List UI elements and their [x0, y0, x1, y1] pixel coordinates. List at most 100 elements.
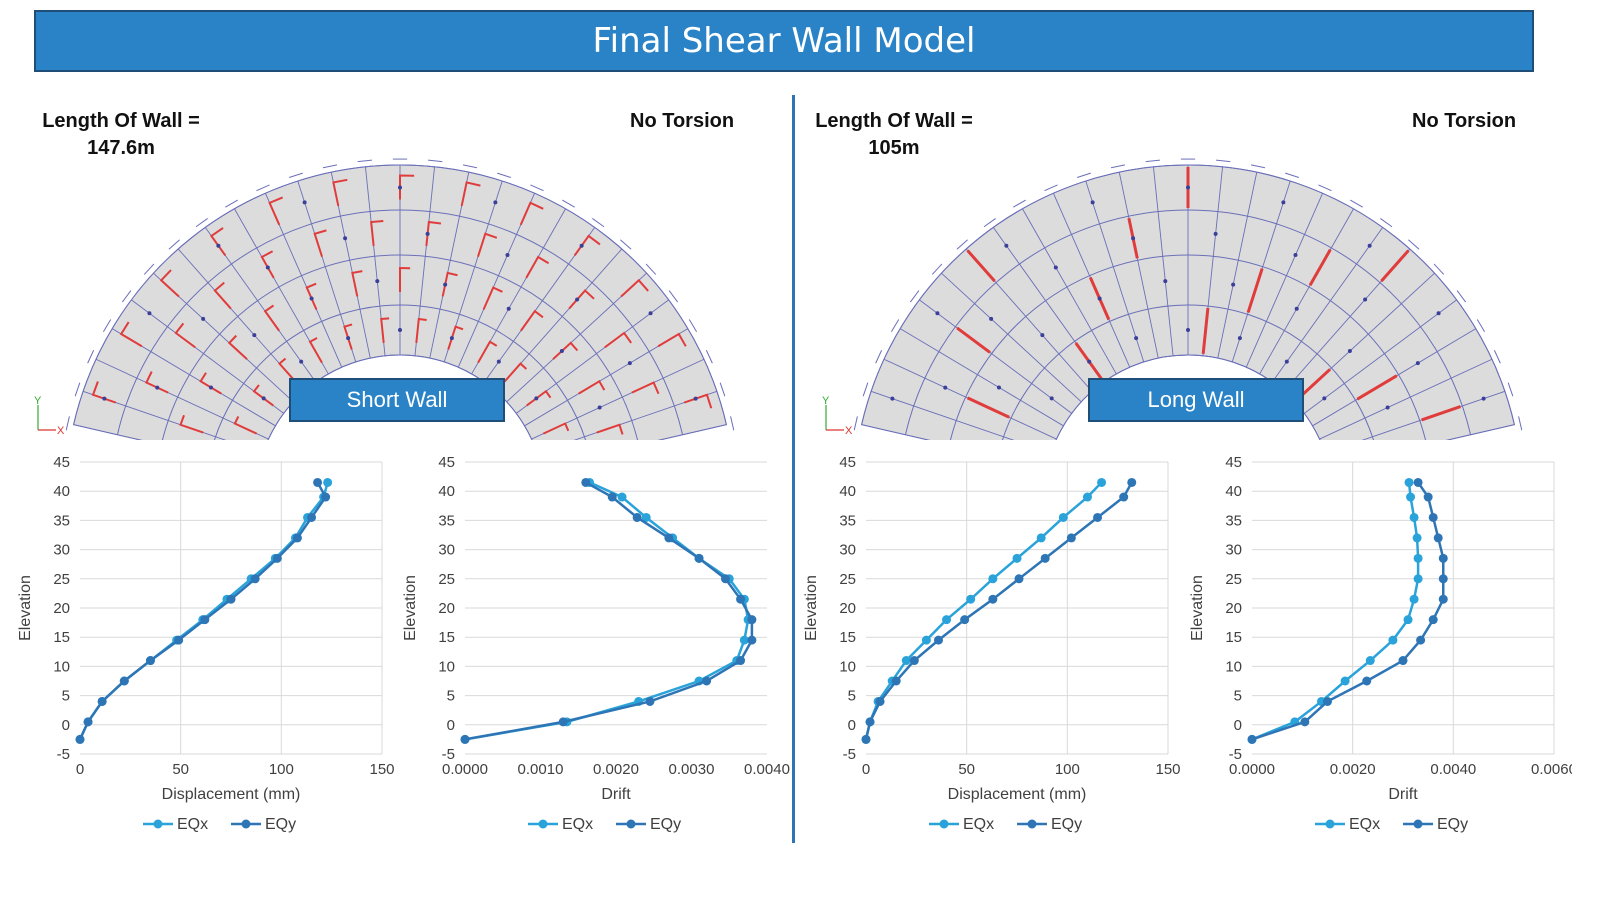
edge-tab: [1285, 172, 1299, 178]
long-wall-segment: [966, 249, 996, 283]
data-point: [1388, 635, 1398, 645]
y-tick-label: 5: [62, 688, 70, 705]
data-point: [1423, 492, 1433, 502]
legend-label: EQx: [177, 816, 208, 833]
column-marker: [1213, 231, 1218, 236]
short-wall-segment: [119, 321, 143, 348]
y-tick-label: 5: [447, 688, 455, 705]
data-point: [1340, 676, 1350, 686]
data-point: [1012, 553, 1022, 563]
column-marker: [559, 349, 564, 354]
column-marker: [648, 311, 653, 316]
y-tick-label: 45: [53, 454, 70, 471]
short-wall-segment: [370, 220, 384, 246]
y-tick-label: 20: [53, 600, 70, 617]
column-marker: [597, 405, 602, 410]
grid-radial: [870, 390, 1015, 440]
short-wall-segment: [252, 384, 274, 407]
short-wall-segment: [447, 325, 464, 350]
edge-tab: [289, 172, 303, 178]
y-tick-label: 15: [53, 629, 70, 646]
data-point: [875, 696, 885, 706]
data-point: [632, 512, 642, 522]
data-point: [617, 492, 627, 502]
short-wall-segment: [657, 332, 687, 348]
column-marker: [943, 385, 948, 390]
data-point: [1119, 492, 1129, 502]
y-tick-label: 30: [438, 542, 455, 559]
x-tick-label: 150: [1155, 761, 1180, 778]
data-point: [119, 676, 129, 686]
y-tick-label: 10: [438, 658, 455, 675]
column-marker: [534, 396, 539, 401]
edge-tab: [730, 416, 735, 431]
legend-marker: [153, 819, 163, 829]
grid-radial: [1085, 180, 1145, 363]
x-tick-label: 0: [76, 761, 84, 778]
series-line-eqx: [78, 482, 329, 740]
data-point: [1412, 533, 1422, 543]
column-marker: [506, 306, 511, 311]
short-wall-segment: [308, 337, 323, 364]
grid-radial: [1217, 172, 1258, 359]
x-tick-label: 0.0020: [593, 761, 639, 778]
grid-radial: [899, 328, 1064, 427]
data-point: [1247, 734, 1257, 744]
data-point: [720, 574, 730, 584]
legend-label: EQy: [1437, 816, 1468, 833]
edge-tab: [168, 239, 180, 250]
y-tick-label: 15: [1225, 629, 1242, 646]
column-marker: [1481, 396, 1486, 401]
grid-radial: [1361, 390, 1506, 440]
data-point: [865, 717, 875, 727]
grid-radial: [657, 424, 727, 440]
column-marker: [493, 200, 498, 205]
edge-tab: [1145, 159, 1160, 163]
grid-ring: [1055, 354, 1321, 440]
data-point: [1040, 553, 1050, 563]
data-point: [250, 574, 260, 584]
edge-tab: [225, 199, 238, 208]
y-tick-label: 0: [848, 717, 856, 734]
length-value-text: 105m: [868, 137, 920, 159]
data-point: [1398, 656, 1408, 666]
short-wall-segment: [145, 371, 169, 394]
long-wall-segment: [956, 326, 991, 354]
column-marker: [299, 359, 304, 364]
edge-tab: [322, 164, 338, 169]
data-point: [200, 615, 210, 625]
edge-tab: [428, 159, 443, 163]
column-marker: [265, 265, 270, 270]
data-point: [1433, 533, 1443, 543]
column-marker: [693, 396, 698, 401]
column-marker: [1436, 311, 1441, 316]
short-wall-segment: [415, 317, 427, 343]
edge-tab: [562, 199, 575, 208]
grid-ring: [73, 164, 727, 425]
data-point: [1438, 574, 1448, 584]
length-label-text: Length Of Wall =: [42, 110, 200, 132]
x-axis-label: Drift: [1388, 786, 1418, 803]
x-tick-label: 150: [369, 761, 394, 778]
column-marker: [216, 243, 221, 248]
data-point: [75, 734, 85, 744]
y-tick-label: 0: [447, 717, 455, 734]
edge-tab: [357, 159, 372, 163]
grid-radial: [1118, 172, 1159, 359]
legend-marker: [538, 819, 548, 829]
data-point: [174, 635, 184, 645]
data-point: [1036, 533, 1046, 543]
data-point: [323, 477, 333, 487]
displacement-chart-short-wall: -5 0 5 10 15 20 25 30 35 40 45 0 50 100 150 Displacemen…: [17, 454, 395, 833]
y-axis-label: Elevation: [1189, 575, 1206, 641]
y-tick-label: 35: [438, 512, 455, 529]
column-marker: [201, 316, 206, 321]
grid-radial: [919, 299, 1072, 414]
column-marker: [1347, 349, 1352, 354]
y-tick-label: 30: [1225, 542, 1242, 559]
long-wall-segment: [1380, 249, 1410, 283]
edge-tab: [1318, 184, 1332, 192]
data-point: [645, 696, 655, 706]
y-tick-label: 15: [839, 629, 856, 646]
short-wall-segment: [552, 341, 579, 360]
